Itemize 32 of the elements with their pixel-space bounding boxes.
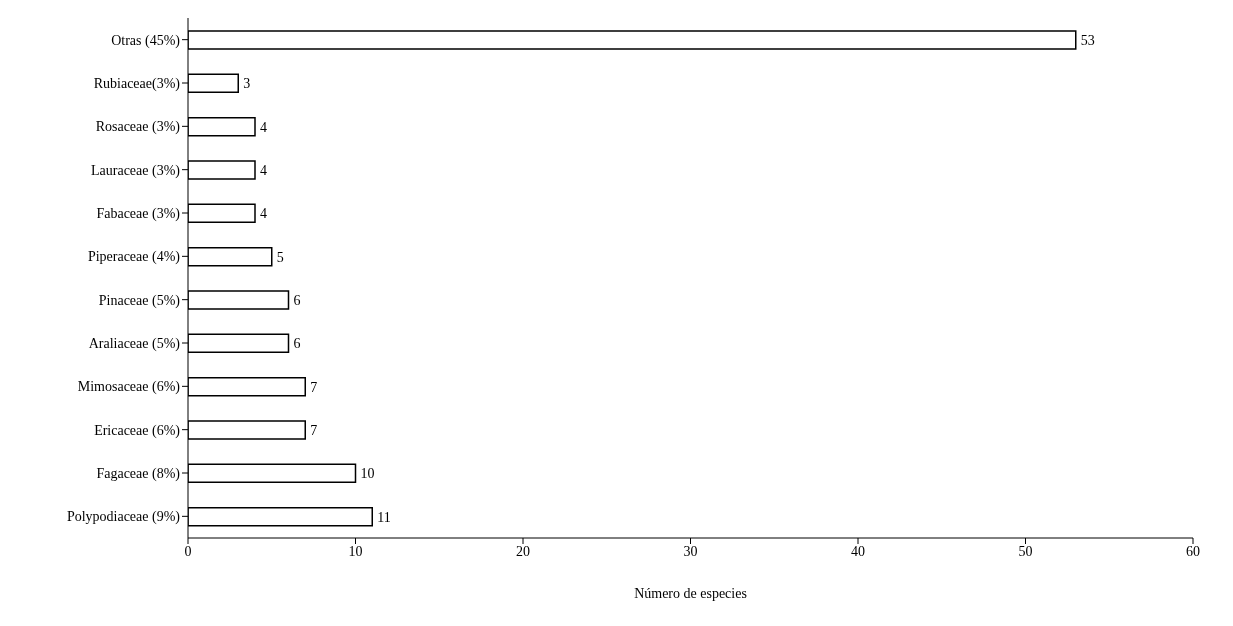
y-tick-label: Fabaceae (3%)	[96, 205, 181, 222]
x-tick-label: 40	[851, 543, 865, 559]
data-label: 53	[1080, 32, 1095, 48]
data-label: 7	[310, 422, 318, 438]
x-tick-label: 30	[683, 543, 698, 559]
x-axis-title: Número de especies	[634, 586, 747, 601]
data-label: 4	[260, 162, 267, 178]
x-tick-label: 20	[516, 543, 530, 559]
x-tick-label: 60	[1186, 543, 1200, 559]
y-tick-label: Fagaceae (8%)	[96, 465, 181, 482]
x-tick-label: 50	[1018, 543, 1033, 559]
y-tick-label: Otras (45%)	[111, 32, 181, 49]
x-tick-label: 10	[348, 543, 363, 559]
data-label: 4	[260, 206, 267, 222]
data-label: 7	[310, 379, 318, 395]
data-label: 6	[293, 336, 301, 352]
data-label: 4	[260, 119, 267, 135]
data-label: 10	[360, 466, 375, 482]
y-tick-label: Rubiaceae(3%)	[93, 75, 181, 92]
y-tick-label: Lauraceae (3%)	[91, 162, 181, 179]
y-tick-label: Rosaceae (3%)	[95, 119, 181, 136]
data-label: 11	[377, 509, 391, 525]
y-tick-label: Araliaceae (5%)	[88, 335, 181, 352]
y-tick-label: Polypodiaceae (9%)	[66, 509, 181, 526]
data-label: 6	[293, 292, 301, 308]
y-tick-label: Piperaceae (4%)	[87, 249, 181, 266]
y-tick-label: Pinaceae (5%)	[98, 292, 181, 309]
y-tick-label: Ericaceae (6%)	[94, 422, 181, 439]
data-label: 5	[276, 249, 284, 265]
data-label: 3	[243, 76, 251, 92]
y-tick-label: Mimosaceae (6%)	[77, 379, 181, 396]
x-tick-label: 0	[184, 543, 192, 559]
